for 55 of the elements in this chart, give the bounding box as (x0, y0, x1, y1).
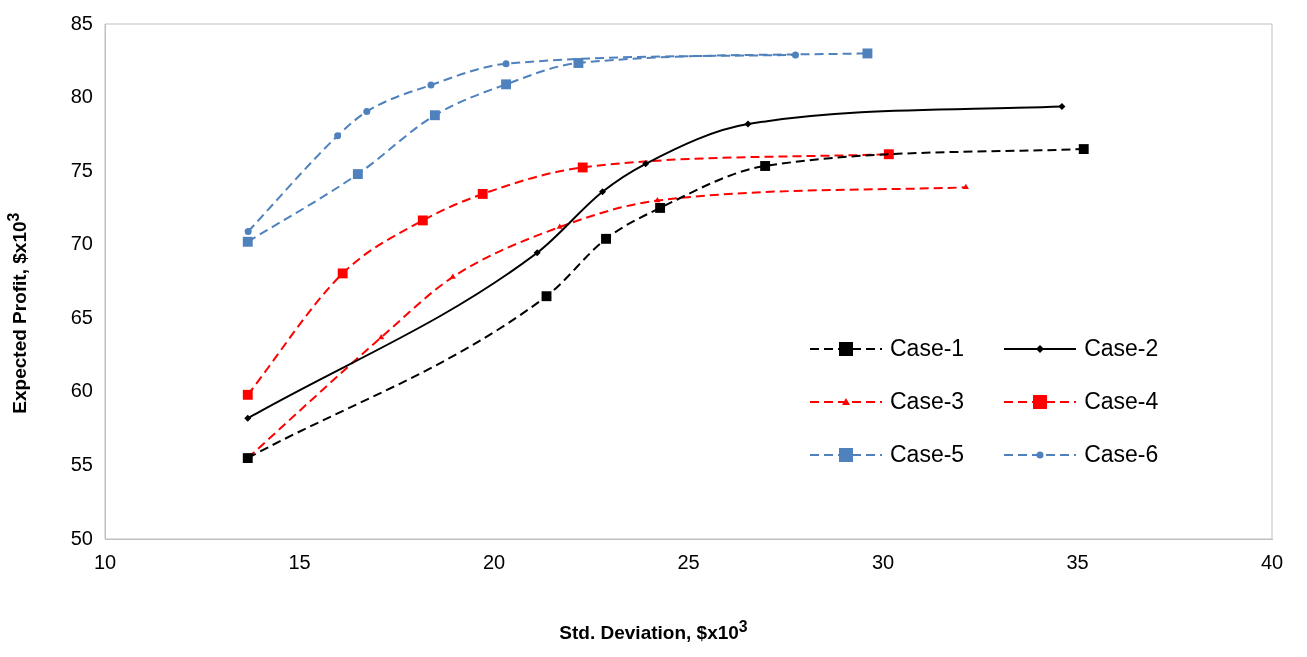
x-tick-label: 35 (1066, 550, 1089, 573)
point (242, 453, 253, 464)
x-tick-label: 30 (871, 550, 895, 573)
point (352, 169, 363, 180)
legend-label: Case-1 (890, 335, 965, 362)
point (883, 149, 894, 160)
point (378, 333, 385, 340)
point (427, 81, 435, 89)
legend-label: Case-3 (890, 388, 965, 415)
x-tick-label: 10 (93, 550, 117, 573)
legend-label: Case-5 (890, 441, 965, 468)
x-tick-label: 40 (1260, 550, 1284, 573)
point (556, 223, 563, 229)
y-tick-label: 85 (70, 11, 93, 34)
x-tick-label: 15 (288, 550, 311, 573)
point (363, 108, 371, 116)
point (429, 110, 440, 121)
x-tick-label: 20 (482, 550, 506, 573)
point (242, 389, 253, 400)
point (502, 60, 510, 68)
y-tick-label: 75 (70, 158, 93, 181)
legend-label: Case-2 (1084, 335, 1159, 362)
point (1078, 144, 1089, 155)
point (744, 120, 752, 128)
x-tick-label: 25 (677, 550, 700, 573)
point (449, 273, 456, 279)
point (962, 183, 969, 190)
y-tick-label: 70 (70, 232, 93, 255)
x-axis-title: Std. Deviation, $x10$^{3}$ (558, 618, 749, 645)
point (599, 188, 607, 196)
legend-label: Case-6 (1084, 441, 1159, 468)
point (601, 233, 611, 244)
point (244, 414, 252, 422)
point (533, 249, 541, 257)
point (573, 58, 584, 68)
point (477, 189, 488, 199)
y-tick-label: 80 (70, 85, 93, 108)
point (1058, 102, 1066, 110)
y-tick-label: 65 (70, 305, 93, 328)
point (577, 162, 588, 173)
y-tick-label: 60 (70, 379, 93, 402)
point (334, 132, 342, 140)
y-tick-label: 55 (70, 452, 93, 475)
point (337, 268, 348, 279)
legend-label: Case-4 (1084, 388, 1159, 415)
point (642, 160, 650, 168)
point (417, 215, 428, 226)
point (244, 227, 252, 235)
point (655, 202, 666, 213)
point (501, 79, 512, 90)
point (862, 48, 873, 59)
point (760, 161, 771, 171)
y-tick-label: 50 (70, 526, 93, 549)
point (541, 291, 552, 302)
point (242, 236, 253, 247)
